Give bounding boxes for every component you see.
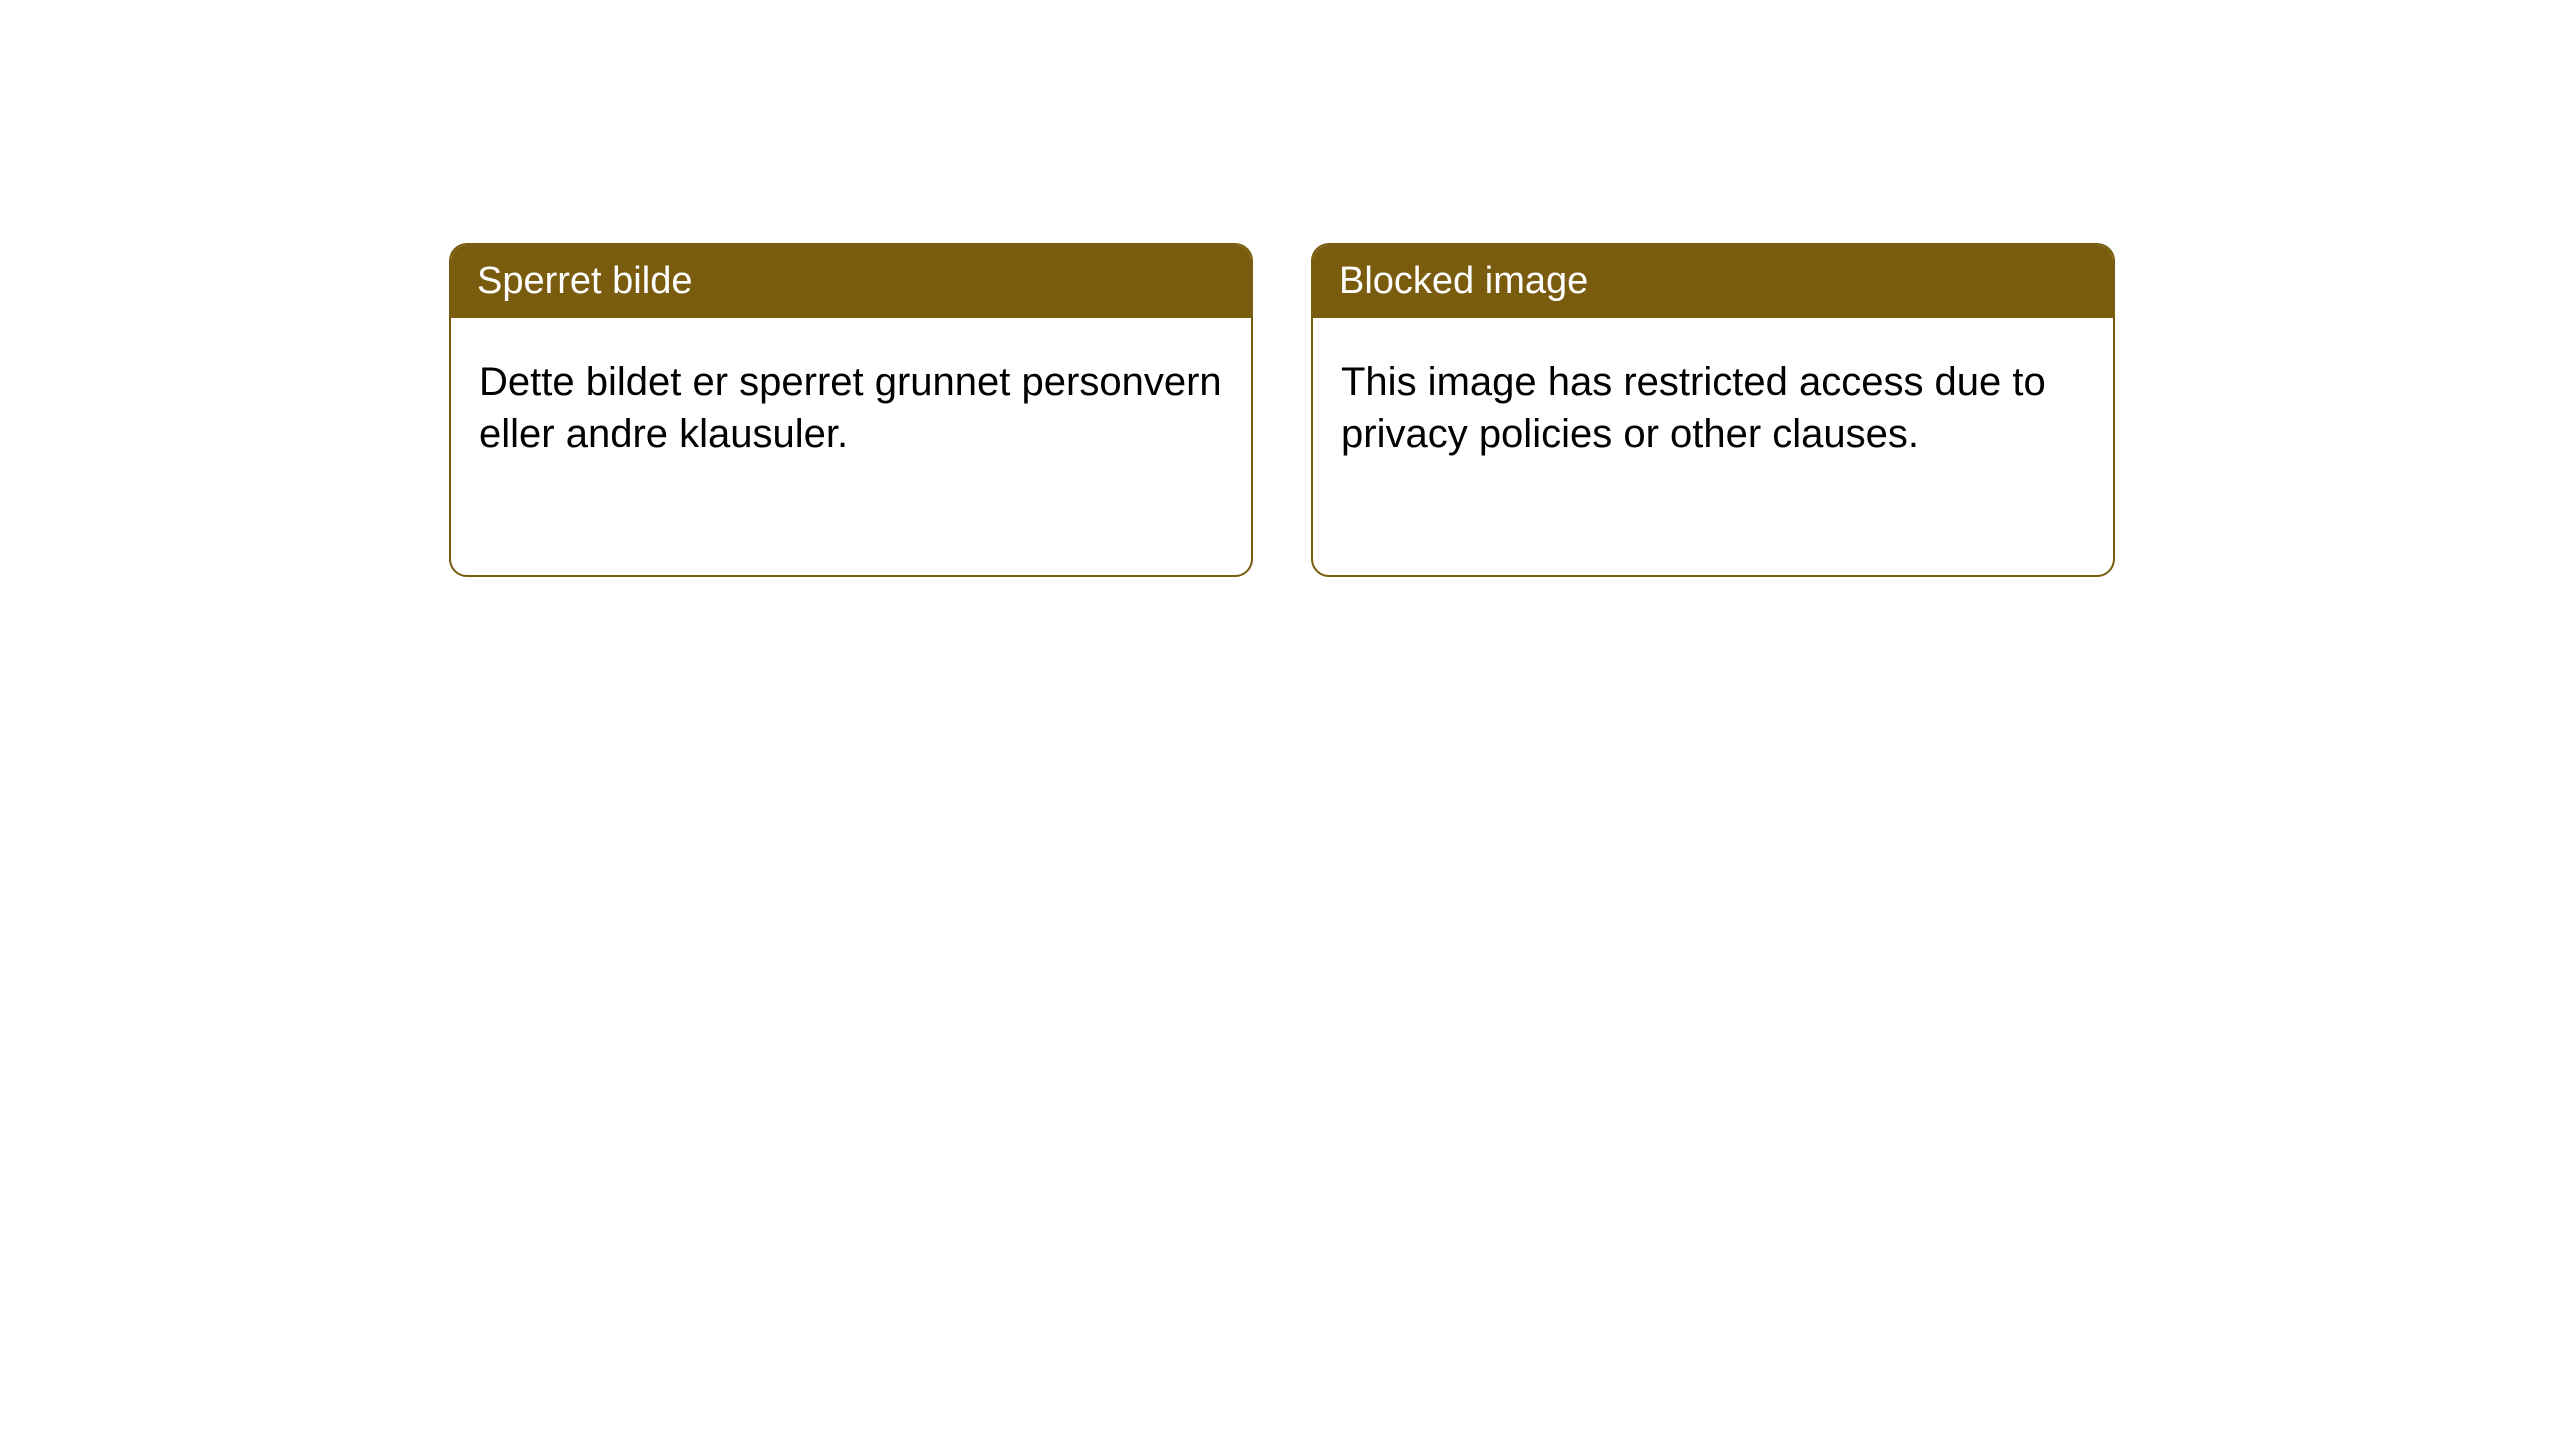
card-header: Sperret bilde (451, 245, 1251, 318)
card-body: This image has restricted access due to … (1313, 318, 2113, 498)
notice-container: Sperret bilde Dette bildet er sperret gr… (449, 243, 2115, 577)
card-message: Dette bildet er sperret grunnet personve… (479, 360, 1222, 456)
notice-card-english: Blocked image This image has restricted … (1311, 243, 2115, 577)
card-title: Blocked image (1339, 260, 1588, 302)
card-title: Sperret bilde (477, 260, 692, 302)
card-header: Blocked image (1313, 245, 2113, 318)
card-message: This image has restricted access due to … (1341, 360, 2046, 456)
notice-card-norwegian: Sperret bilde Dette bildet er sperret gr… (449, 243, 1253, 577)
card-body: Dette bildet er sperret grunnet personve… (451, 318, 1251, 498)
